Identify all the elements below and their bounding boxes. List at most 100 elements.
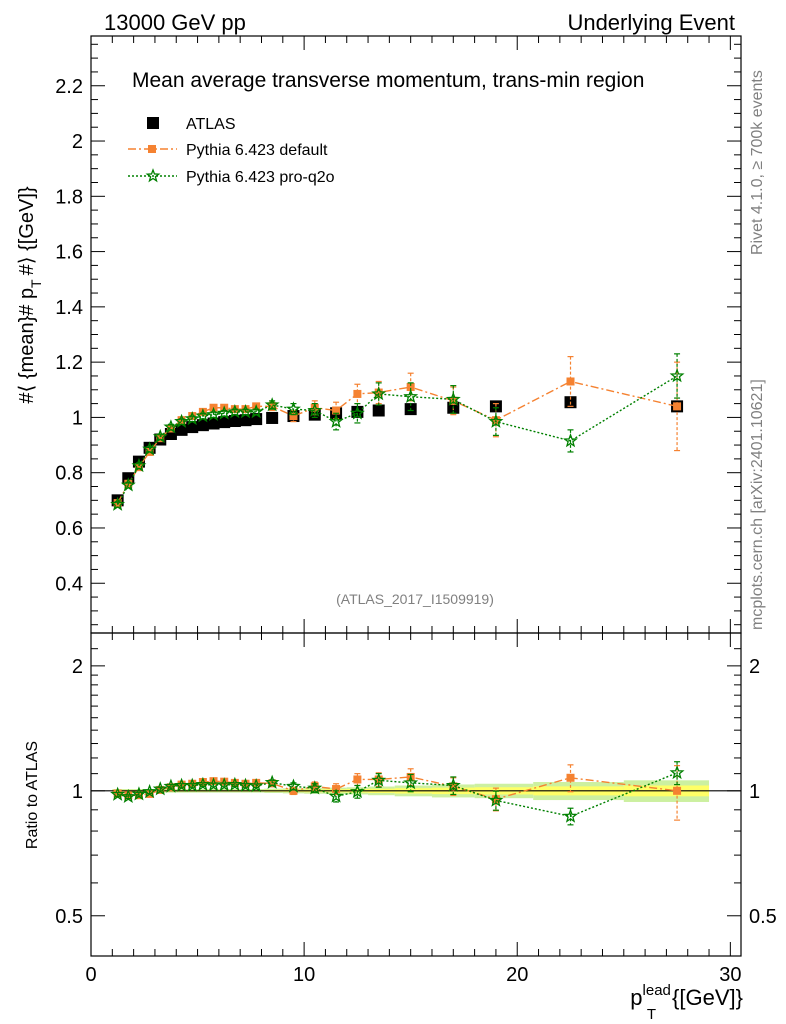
ratio-proq2o-point [669, 764, 685, 780]
atlas-point [266, 411, 279, 424]
legend-label-proq2o: Pythia 6.423 pro-q2o [186, 169, 335, 186]
x-tick-label: 0 [85, 964, 96, 986]
rivet-label: Rivet 4.1.0, ≥ 700k events [749, 70, 766, 255]
ratio-proq2o-point [120, 788, 136, 804]
default-point [166, 424, 175, 433]
proq2o-point [120, 477, 136, 492]
default-point [673, 402, 682, 411]
ratio-y-tick-label: 2 [72, 656, 83, 678]
proq2o-point [669, 368, 685, 383]
ratio-proq2o-point [307, 780, 323, 795]
ratio-y-tick-label: 1 [72, 781, 83, 803]
ratio-default-point [268, 779, 277, 788]
proq2o-point [174, 413, 190, 428]
ratio-default-point [673, 786, 682, 795]
x-tick-label: 30 [719, 964, 741, 986]
x-axis-label-tail: {[GeV]} [672, 985, 743, 1010]
ratio-proq2o-point [285, 778, 301, 793]
proq2o-point [488, 413, 504, 428]
main-y-tick-label: 1.6 [55, 242, 83, 264]
ratio-y-axis-label: Ratio to ATLAS [24, 741, 41, 849]
ratio-panel: 0.5 0.5 1 1 2 2 0 10 20 30 Ratio to ATLAS plead T… [24, 632, 777, 1023]
atlas-point [239, 414, 252, 427]
ratio-proq2o-point [163, 778, 179, 793]
ratio-proq2o-point [227, 776, 243, 791]
ratio-y-tick-label-right: 2 [749, 656, 760, 678]
ratio-frame [90, 632, 742, 957]
default-point [566, 377, 575, 386]
x-tick-label: 10 [293, 964, 315, 986]
ratio-default-point [449, 782, 458, 791]
atlas-point [207, 417, 220, 430]
ratio-default-point [209, 777, 218, 786]
default-point [374, 388, 383, 397]
default-point [289, 412, 298, 421]
ratio-default-point [252, 778, 261, 787]
legend-marker-default [148, 145, 156, 153]
proq2o-point [371, 386, 387, 401]
atlas-point [228, 415, 241, 428]
proq2o-point [264, 397, 280, 412]
ratio-default-point [566, 773, 575, 782]
ratio-proq2o-point [131, 786, 147, 801]
ratio-proq2o-point [328, 788, 344, 803]
main-y-tick-label: 1 [72, 407, 83, 429]
proq2o-point [216, 405, 232, 420]
ratio-default-point [220, 777, 229, 786]
ratio-default-point [289, 786, 298, 795]
ratio-y-tick-label-right: 0.5 [749, 906, 777, 928]
proq2o-point [142, 441, 158, 456]
default-point [156, 434, 165, 443]
legend: ATLAS Pythia 6.423 default Pythia 6.423 … [128, 116, 335, 186]
atlas-point [196, 419, 209, 432]
default-line [117, 380, 678, 504]
proq2o-point [195, 408, 211, 423]
proq2o-point [184, 410, 200, 426]
legend-marker-atlas [147, 117, 159, 129]
proq2o-point [152, 428, 168, 444]
main-y-tick-label: 0.4 [55, 573, 83, 595]
ratio-proq2o-point [371, 772, 387, 787]
x-tick-label: 20 [506, 964, 528, 986]
proq2o-point [206, 406, 222, 422]
mcplots-label: mcplots.cern.ch [arXiv:2401.10621] [749, 379, 766, 630]
main-y-axis-label: #⟨ {mean}# pT #⟩ {[GeV]} [16, 186, 44, 404]
ratio-proq2o-point [248, 777, 264, 793]
main-y-axis-label-sub: T [28, 279, 44, 288]
proq2o-point [248, 404, 264, 419]
proq2o-point [307, 402, 323, 417]
ratio-proq2o-point [488, 792, 504, 807]
ratio-default-point [198, 778, 207, 787]
proq2o-point [349, 405, 365, 420]
analysis-id: (ATLAS_2017_I1509919) [336, 591, 494, 607]
ratio-proq2o-point [142, 783, 158, 799]
proq2o-point [403, 388, 419, 404]
proq2o-point [328, 413, 344, 428]
ratio-default-point [353, 775, 362, 784]
ratio-proq2o-point [403, 775, 419, 790]
x-axis-label-main: p [630, 985, 642, 1010]
ratio-proq2o-point [110, 786, 126, 801]
main-y-axis-label-tail: #⟩ {[GeV]} [16, 186, 38, 275]
proq2o-point [131, 457, 147, 473]
x-axis-label: plead T {[GeV]} [630, 982, 743, 1023]
main-panel: 0.4 0.6 0.8 1 1.2 1.4 1.6 1.8 2 2.2 Mean average … [16, 35, 742, 634]
proq2o-point [163, 419, 179, 434]
main-y-tick-label: 1.8 [55, 186, 83, 208]
atlas-point [175, 423, 188, 436]
main-x-ticks [90, 36, 731, 633]
ratio-y-ticks: 0.5 0.5 1 1 2 2 [55, 648, 777, 957]
default-point [134, 463, 143, 472]
legend-marker-proq2o [145, 168, 161, 183]
ratio-proq2o-point [264, 774, 280, 789]
main-marks [110, 353, 685, 511]
main-y-tick-label: 0.8 [55, 463, 83, 485]
proq2o-point [563, 433, 578, 448]
main-y-tick-label: 1.2 [55, 352, 83, 374]
atlas-point [186, 421, 199, 434]
ratio-y-tick-label-right: 1 [749, 781, 760, 803]
header-left: 13000 GeV pp [104, 10, 246, 35]
proq2o-point [110, 496, 126, 511]
ratio-proq2o-point [445, 777, 461, 792]
ratio-marks [110, 761, 685, 826]
